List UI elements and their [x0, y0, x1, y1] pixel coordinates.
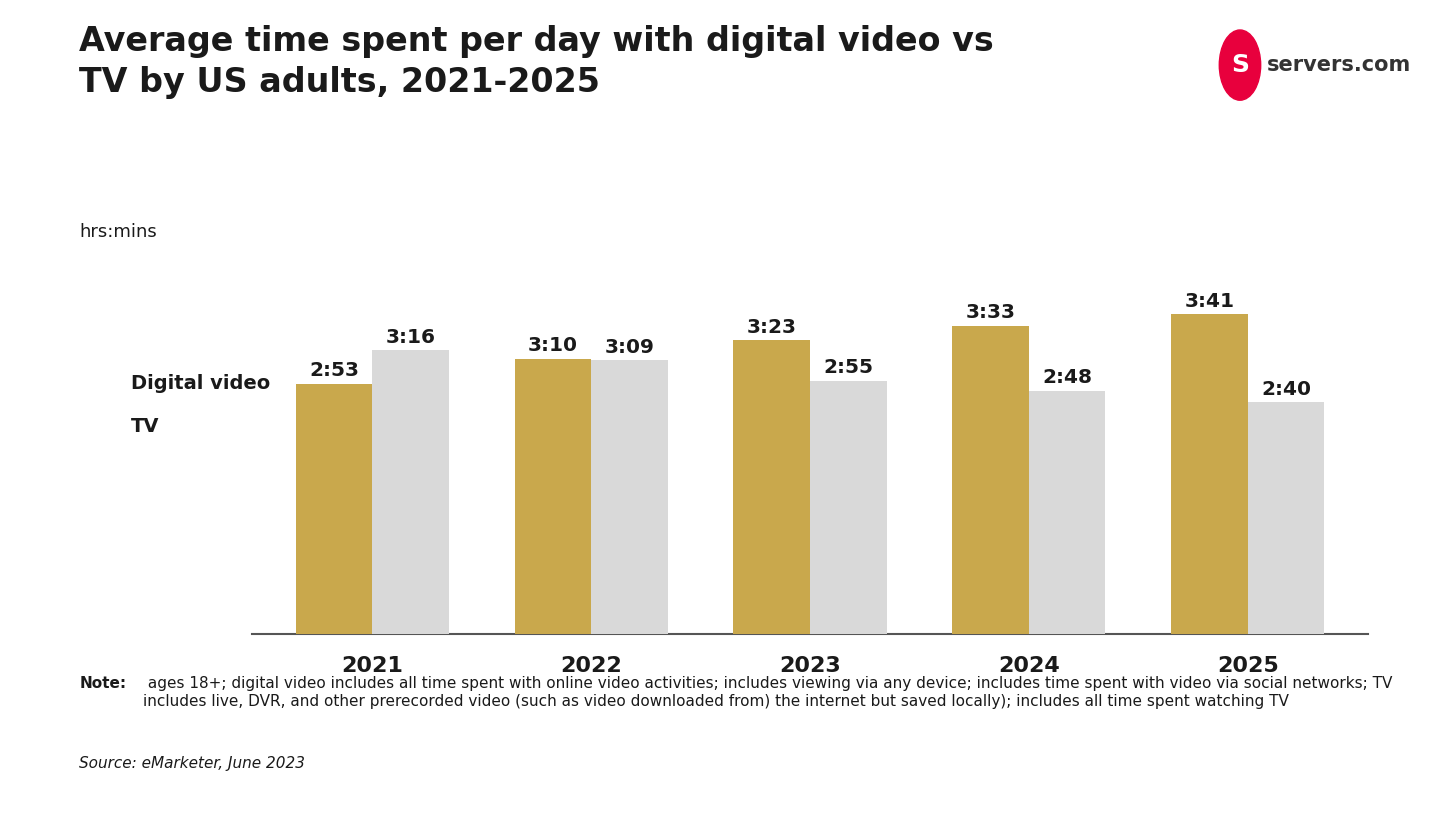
Text: 2:55: 2:55 — [824, 358, 873, 377]
Text: Note:: Note: — [79, 676, 127, 691]
Text: 3:41: 3:41 — [1184, 291, 1234, 311]
Text: 3:09: 3:09 — [605, 338, 654, 357]
Bar — [1028, 391, 1106, 634]
Text: servers.com: servers.com — [1267, 55, 1411, 75]
Ellipse shape — [1220, 30, 1260, 100]
Text: 3:16: 3:16 — [386, 328, 436, 347]
Bar — [809, 381, 887, 634]
Bar — [1247, 402, 1325, 634]
Text: Average time spent per day with digital video vs
TV by US adults, 2021-2025: Average time spent per day with digital … — [79, 25, 994, 99]
Text: Source: eMarketer, June 2023: Source: eMarketer, June 2023 — [79, 756, 305, 771]
Text: TV: TV — [131, 417, 160, 436]
Bar — [592, 360, 668, 634]
Text: 2:40: 2:40 — [1261, 380, 1310, 399]
Bar — [373, 350, 449, 634]
Text: ages 18+; digital video includes all time spent with online video activities; in: ages 18+; digital video includes all tim… — [143, 676, 1392, 709]
Text: Digital video: Digital video — [131, 374, 271, 392]
Bar — [295, 384, 373, 634]
Text: 2:53: 2:53 — [310, 361, 359, 381]
Bar — [1171, 314, 1247, 634]
Text: 3:23: 3:23 — [747, 318, 796, 337]
Text: hrs:mins: hrs:mins — [79, 223, 157, 240]
Text: S: S — [1231, 53, 1248, 77]
Bar — [514, 359, 592, 634]
Text: 3:33: 3:33 — [966, 303, 1015, 322]
Bar — [733, 340, 811, 634]
Text: 3:10: 3:10 — [528, 336, 577, 355]
Text: 2:48: 2:48 — [1043, 368, 1092, 387]
Bar — [952, 326, 1028, 634]
